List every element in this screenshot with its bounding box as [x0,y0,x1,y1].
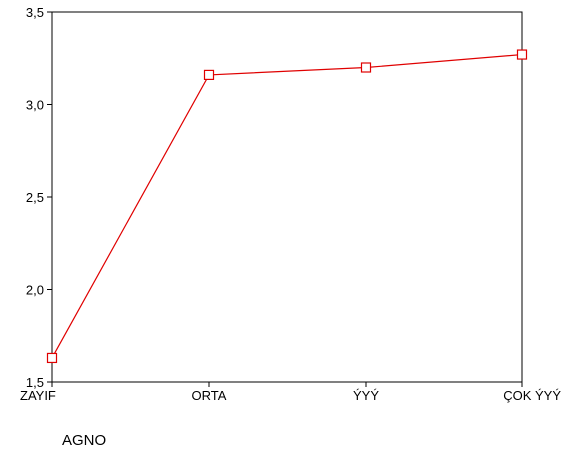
series-group [46,49,528,364]
y-tick-label: 3,5 [26,5,44,20]
data-point-marker [516,49,528,60]
x-tick-label: ÇOK ÝYÝ [503,388,561,403]
x-tick-label: ÝYÝ [353,388,379,403]
data-point-marker [203,69,215,81]
x-axis-title: AGNO [62,432,106,449]
y-tick-label: 2,5 [26,190,44,205]
y-tick-label: 2,0 [26,283,44,298]
x-tick-label: ZAYIF [20,388,56,403]
series-line [51,53,523,359]
x-tick-label: ORTA [192,388,227,403]
y-tick-label: 3,0 [26,98,44,113]
data-point-marker [360,62,372,73]
y-axis: 1,5 2,0 2,5 3,0 3,5 [26,5,52,390]
plot-frame [51,11,523,383]
data-point-marker [46,352,58,364]
y-tick-label: 1,5 [26,375,44,390]
x-axis: ZAYIF ORTA ÝYÝ ÇOK ÝYÝ [20,382,561,403]
